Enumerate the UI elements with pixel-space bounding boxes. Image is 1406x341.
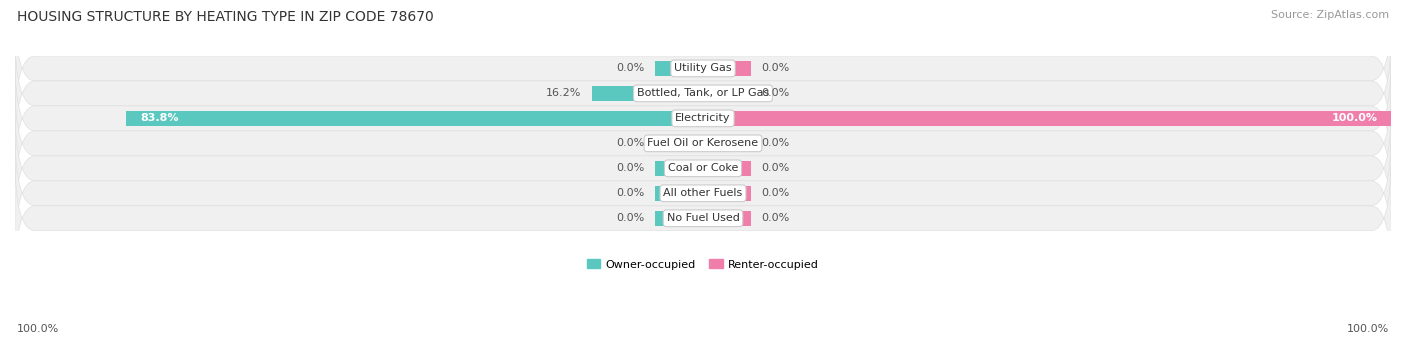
FancyBboxPatch shape <box>15 156 1391 281</box>
Text: 0.0%: 0.0% <box>762 63 790 73</box>
Text: Utility Gas: Utility Gas <box>675 63 731 73</box>
Text: 100.0%: 100.0% <box>17 324 59 334</box>
FancyBboxPatch shape <box>15 56 1391 181</box>
Bar <box>703 111 1391 125</box>
Bar <box>655 211 703 225</box>
Text: Source: ZipAtlas.com: Source: ZipAtlas.com <box>1271 10 1389 20</box>
Text: 100.0%: 100.0% <box>1347 324 1389 334</box>
Text: 0.0%: 0.0% <box>616 138 644 148</box>
Bar <box>703 86 751 101</box>
Text: Fuel Oil or Kerosene: Fuel Oil or Kerosene <box>647 138 759 148</box>
FancyBboxPatch shape <box>15 6 1391 131</box>
Text: Coal or Coke: Coal or Coke <box>668 163 738 173</box>
Text: 0.0%: 0.0% <box>762 213 790 223</box>
Bar <box>703 61 751 76</box>
Text: 0.0%: 0.0% <box>616 188 644 198</box>
FancyBboxPatch shape <box>15 131 1391 256</box>
Text: Electricity: Electricity <box>675 113 731 123</box>
Bar <box>592 86 703 101</box>
Text: 0.0%: 0.0% <box>762 188 790 198</box>
Text: 0.0%: 0.0% <box>762 163 790 173</box>
Text: 0.0%: 0.0% <box>762 138 790 148</box>
Text: 0.0%: 0.0% <box>616 213 644 223</box>
Bar <box>703 161 751 176</box>
Text: 0.0%: 0.0% <box>762 88 790 99</box>
Text: 83.8%: 83.8% <box>141 113 179 123</box>
Text: Bottled, Tank, or LP Gas: Bottled, Tank, or LP Gas <box>637 88 769 99</box>
Legend: Owner-occupied, Renter-occupied: Owner-occupied, Renter-occupied <box>582 255 824 274</box>
Bar <box>655 61 703 76</box>
Text: HOUSING STRUCTURE BY HEATING TYPE IN ZIP CODE 78670: HOUSING STRUCTURE BY HEATING TYPE IN ZIP… <box>17 10 433 24</box>
Bar <box>703 211 751 225</box>
Text: 0.0%: 0.0% <box>616 63 644 73</box>
Bar <box>703 186 751 201</box>
Bar <box>127 111 703 125</box>
Bar <box>703 136 751 151</box>
Bar <box>655 136 703 151</box>
Text: No Fuel Used: No Fuel Used <box>666 213 740 223</box>
FancyBboxPatch shape <box>15 81 1391 206</box>
FancyBboxPatch shape <box>15 31 1391 156</box>
Text: 100.0%: 100.0% <box>1331 113 1378 123</box>
Text: 16.2%: 16.2% <box>546 88 581 99</box>
Text: All other Fuels: All other Fuels <box>664 188 742 198</box>
FancyBboxPatch shape <box>15 106 1391 231</box>
Bar <box>655 186 703 201</box>
Text: 0.0%: 0.0% <box>616 163 644 173</box>
Bar <box>655 161 703 176</box>
